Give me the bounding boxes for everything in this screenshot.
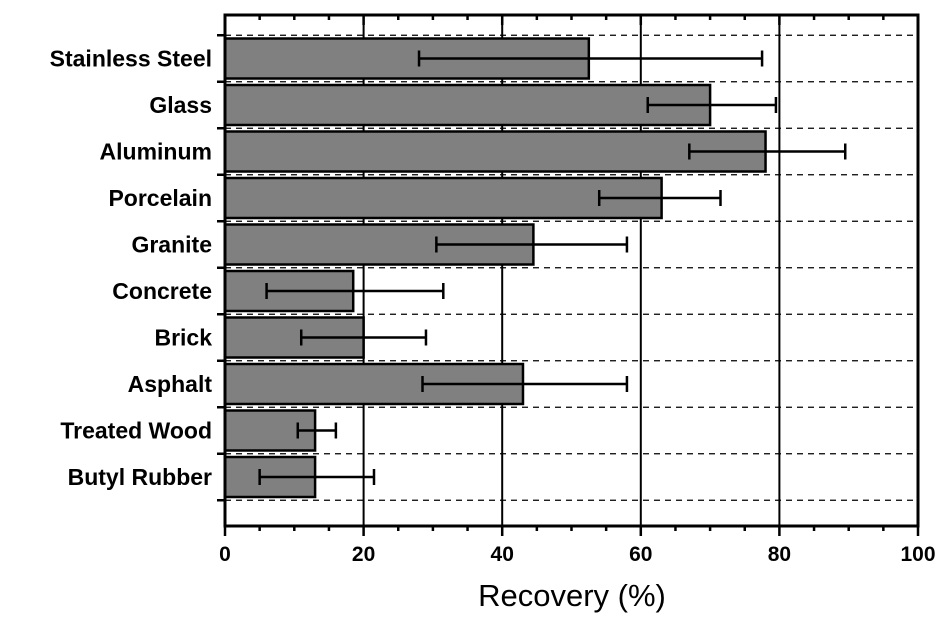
category-label-0: Stainless Steel	[50, 46, 212, 72]
category-label-6: Brick	[154, 325, 212, 351]
category-label-3: Porcelain	[108, 185, 212, 211]
category-label-8: Treated Wood	[60, 418, 212, 444]
category-label-9: Butyl Rubber	[68, 464, 212, 490]
category-labels: Stainless Steel Glass Aluminum Porcelain Gra…	[50, 46, 213, 491]
bar-2	[223, 130, 767, 173]
bar-3	[223, 176, 663, 220]
bar-1	[223, 83, 712, 127]
x-axis-title: Recovery (%)	[478, 578, 666, 613]
x-tick-label-80: 80	[768, 543, 791, 566]
x-tick-label-40: 40	[491, 543, 514, 566]
category-label-4: Granite	[131, 232, 212, 258]
x-tick-label-100: 100	[900, 543, 935, 566]
x-tick-label-20: 20	[352, 543, 375, 566]
grid-lines	[225, 15, 918, 526]
error-bars	[258, 50, 847, 485]
axes	[217, 13, 920, 536]
category-label-5: Concrete	[112, 278, 212, 304]
category-label-1: Glass	[149, 92, 212, 118]
x-tick-label-0: 0	[219, 543, 231, 566]
x-tick-label-60: 60	[629, 543, 652, 566]
category-label-7: Asphalt	[128, 371, 213, 397]
x-tick-labels: 0 20 40 60 80 100	[219, 543, 935, 566]
category-label-2: Aluminum	[100, 139, 212, 165]
